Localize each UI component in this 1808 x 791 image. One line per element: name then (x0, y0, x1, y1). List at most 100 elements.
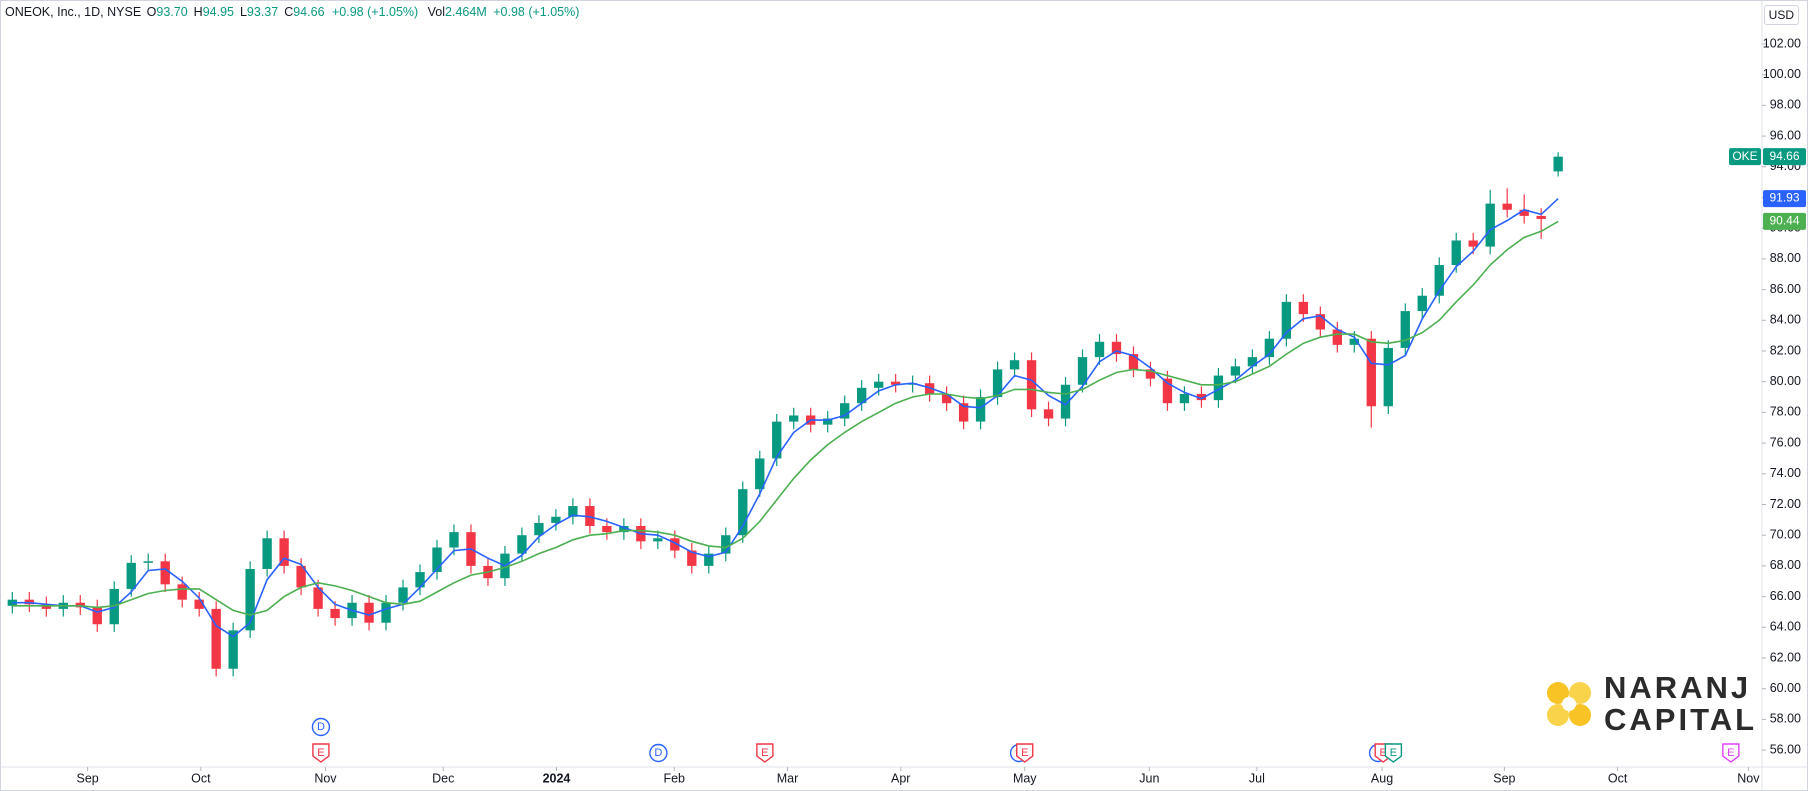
y-tick-label: 72.00 (1770, 497, 1801, 511)
last-price-label-box (1763, 148, 1806, 166)
candle-body (840, 403, 850, 419)
ma-price-label: 91.93 (1769, 191, 1799, 205)
candle-body (857, 387, 867, 404)
event-icon (1722, 743, 1740, 763)
event-icon (1384, 743, 1403, 763)
y-tick-label: 84.00 (1770, 313, 1801, 327)
candle-body (1060, 384, 1071, 419)
y-tick-label: 56.00 (1770, 742, 1801, 756)
y-tick-label: 64.00 (1770, 620, 1801, 634)
candle-body (941, 393, 952, 404)
candle-body (313, 587, 323, 609)
y-tick-label: 60.00 (1770, 681, 1801, 695)
legend-header: ONEOK, Inc., 1D, NYSE O93.70 H94.95 L93.37… (5, 5, 583, 19)
symbol-box (1729, 148, 1761, 166)
y-tick-label: 100.00 (1763, 67, 1801, 81)
candle-body (1179, 393, 1190, 404)
y-tick-label: 82.00 (1770, 343, 1801, 357)
x-tick-label: Oct (191, 771, 211, 785)
ma-line (12, 220, 1559, 616)
event-label: E (1021, 747, 1028, 759)
event-label: E (1390, 747, 1397, 759)
candle-body (975, 397, 986, 422)
candle-body (1111, 341, 1122, 355)
x-tick-label: May (1013, 771, 1037, 785)
candle-body (619, 525, 629, 533)
candle-body (330, 608, 340, 619)
candle-body (160, 561, 170, 585)
x-tick-label: Aug (1371, 771, 1393, 785)
event-marker[interactable]: D (311, 717, 331, 737)
event-marker[interactable]: D (649, 743, 668, 763)
candle-body (296, 565, 306, 588)
candle-body (1400, 311, 1410, 348)
candle-body (1026, 360, 1037, 410)
candle-body (1315, 314, 1326, 330)
event-label: D (317, 721, 325, 733)
ma-price-label-box (1763, 212, 1806, 230)
ohlc-value: 93.70 (156, 5, 188, 19)
y-tick-label: 96.00 (1770, 128, 1801, 142)
candle-body (432, 547, 442, 573)
volume: 2.464M (445, 5, 487, 19)
y-tick-label: 86.00 (1770, 282, 1801, 296)
event-marker[interactable]: E (1016, 743, 1034, 763)
candle-body (1196, 393, 1207, 401)
event-marker[interactable]: E (1384, 743, 1403, 763)
candle-body (890, 381, 901, 385)
event-marker[interactable]: E (312, 743, 330, 763)
event-marker[interactable]: E (756, 743, 774, 763)
candle-body (789, 415, 799, 422)
candle-body (687, 550, 697, 566)
y-tick-label: 76.00 (1770, 435, 1801, 449)
candle-body (653, 538, 663, 542)
y-tick-label: 78.00 (1770, 405, 1801, 419)
candle-body (602, 525, 612, 533)
ohlc-value: 94.66 (293, 5, 325, 19)
candle-body (958, 403, 969, 422)
event-marker[interactable]: E (1722, 743, 1740, 763)
candle-body (992, 369, 1003, 398)
candle-body (364, 602, 374, 623)
candle-body (398, 587, 408, 603)
event-icon (649, 743, 668, 763)
candle-body (1077, 357, 1088, 385)
candle-body (873, 381, 884, 388)
candle-body (177, 584, 187, 600)
y-tick-label: 98.00 (1770, 98, 1801, 112)
candle-body (534, 522, 544, 536)
x-tick-label: Dec (432, 771, 454, 785)
event-label: E (317, 747, 324, 759)
volume-change: +0.98 (+1.05%) (493, 5, 580, 19)
change: +0.98 (+1.05%) (332, 5, 419, 19)
candle-body (517, 535, 527, 554)
event-icon (312, 743, 330, 763)
candle-body (1451, 240, 1461, 266)
y-tick-label: 74.00 (1770, 466, 1801, 480)
candle-body (1468, 240, 1478, 247)
y-tick-label: 62.00 (1770, 650, 1801, 664)
ohlc-key: L (239, 5, 247, 19)
x-tick-label: Jun (1139, 771, 1159, 785)
candle-body (1349, 338, 1359, 345)
candle-body (1434, 265, 1444, 296)
ma-line (12, 198, 1559, 638)
last-price-label: 94.66 (1769, 149, 1799, 163)
symbol-title: ONEOK, Inc., 1D, NYSE (5, 5, 142, 19)
candle-body (211, 608, 221, 669)
ma-price-label-box (1763, 190, 1806, 208)
y-tick-label: 66.00 (1770, 589, 1801, 603)
x-tick-label: Nov (1737, 771, 1760, 785)
candle-body (1145, 369, 1156, 379)
y-tick-label: 70.00 (1770, 528, 1801, 542)
x-tick-label: Sep (1493, 771, 1515, 785)
ohlc-key: H (193, 5, 203, 19)
candle-body (1281, 301, 1292, 339)
currency-button[interactable]: USD (1763, 5, 1799, 25)
candle-body (772, 421, 782, 459)
ohlc-values: O93.70 H94.95 L93.37 C94.66 (145, 5, 329, 19)
watermark-line: CAPITAL (1604, 702, 1757, 737)
y-tick-label: 102.00 (1763, 36, 1801, 50)
